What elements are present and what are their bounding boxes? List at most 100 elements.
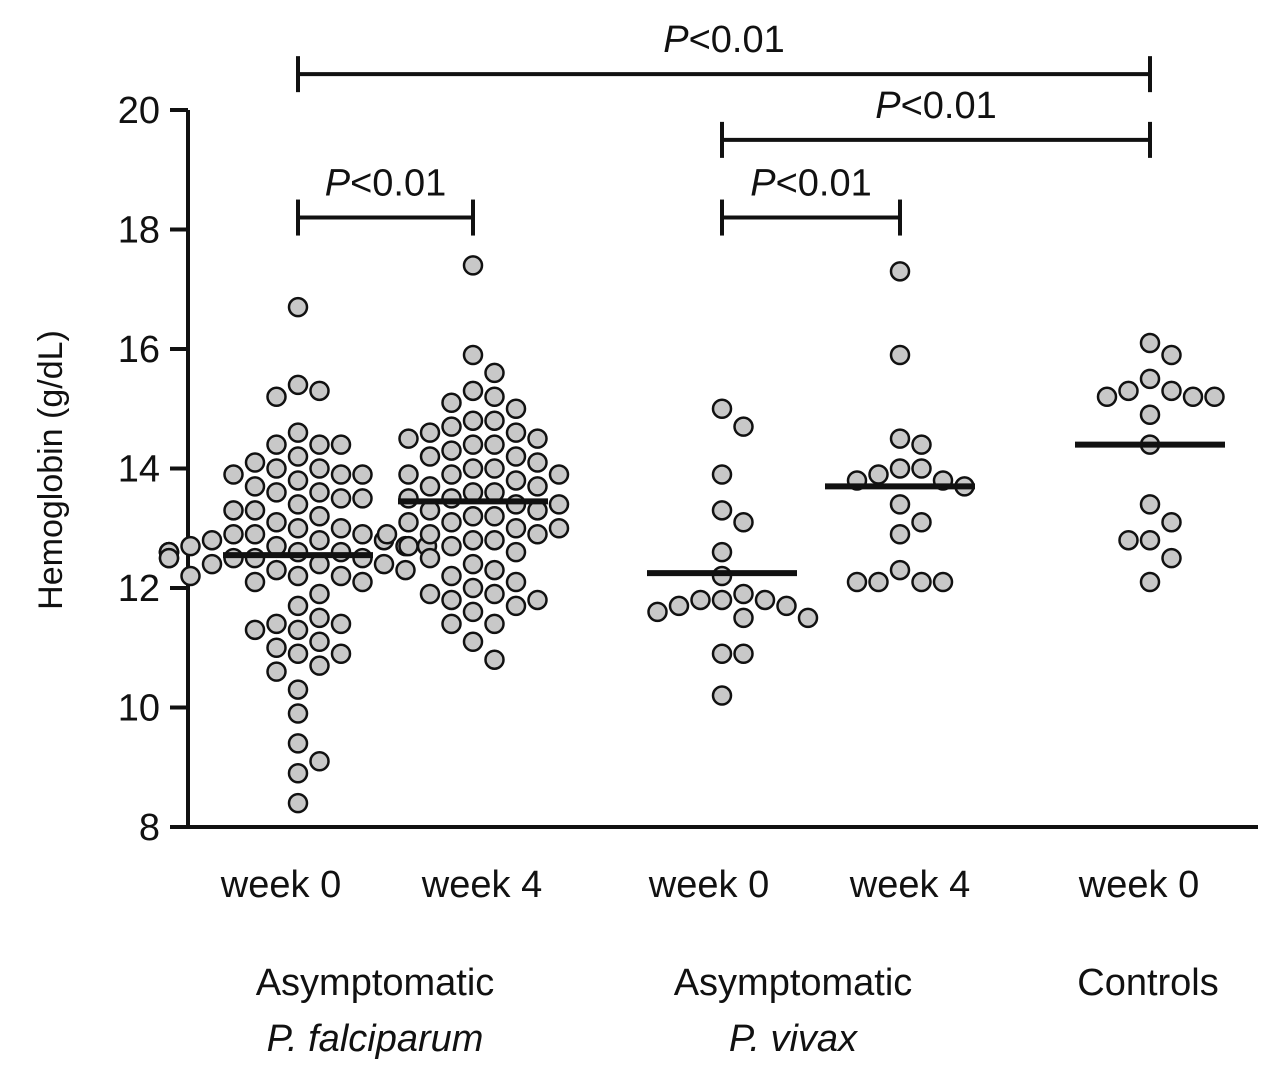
data-point (266, 637, 287, 658)
category-labels: week 0 week 4 week 0 week 4 week 0 Asymptomat… (220, 864, 1219, 1060)
data-point (309, 506, 330, 527)
data-point (441, 535, 462, 557)
data-point (352, 523, 373, 545)
data-point (484, 362, 505, 384)
data-point (419, 476, 441, 497)
data-point (287, 679, 309, 700)
data-point (180, 535, 201, 557)
data-point (398, 512, 419, 533)
data-point (395, 559, 416, 581)
data-point (505, 595, 527, 617)
data-point (244, 452, 266, 473)
data-point (309, 482, 330, 503)
data-point (911, 458, 932, 479)
data-point (352, 464, 373, 485)
data-point (398, 464, 419, 485)
data-point (419, 523, 441, 545)
data-point (287, 296, 309, 318)
data-point (309, 583, 330, 605)
data-point (373, 553, 395, 575)
data-point (484, 583, 505, 605)
data-point (797, 607, 819, 629)
data-point (462, 380, 484, 402)
group-label: Asymptomatic (256, 962, 495, 1004)
data-point (244, 571, 266, 593)
data-point (201, 553, 223, 575)
data-point (889, 261, 911, 282)
data-point (266, 482, 287, 503)
data-point (376, 523, 398, 545)
data-point (1139, 529, 1161, 551)
data-point (441, 464, 462, 485)
median-lines (223, 441, 1225, 577)
group-label: P. vivax (729, 1018, 859, 1060)
data-points (158, 255, 1225, 814)
data-point (484, 559, 505, 581)
group-label: Asymptomatic (674, 962, 913, 1004)
data-point (462, 529, 484, 551)
y-tick-label: 14 (118, 449, 160, 491)
data-point (733, 416, 754, 437)
category-label: week 0 (648, 864, 769, 906)
data-point (266, 661, 287, 682)
data-point (287, 422, 309, 443)
data-point (889, 428, 911, 449)
axes: 8 10 12 14 16 18 20 Hemoglobin (g/dL) (32, 90, 1258, 849)
data-point (527, 428, 548, 449)
data-point (287, 733, 309, 754)
data-point (419, 446, 441, 467)
data-point (889, 344, 911, 366)
data-point (201, 529, 223, 551)
data-point (287, 494, 309, 515)
data-point (647, 601, 668, 623)
data-point (733, 512, 754, 533)
data-point (287, 565, 309, 587)
p-symbol: P (750, 163, 776, 205)
data-point (180, 565, 201, 587)
data-point (868, 464, 889, 485)
data-point (398, 535, 419, 557)
data-point (309, 607, 330, 629)
data-point (462, 344, 484, 366)
data-point (287, 703, 309, 724)
data-point (287, 518, 309, 539)
data-point (484, 410, 505, 431)
data-point (287, 470, 309, 491)
p-threshold: <0.01 (901, 85, 997, 127)
p-threshold: <0.01 (350, 163, 446, 205)
y-tick-label: 20 (118, 90, 160, 132)
data-point (668, 595, 690, 617)
data-point (266, 386, 287, 408)
data-point (911, 571, 932, 593)
data-point (244, 523, 266, 545)
data-point (711, 589, 733, 611)
data-point (330, 613, 352, 635)
data-point (287, 619, 309, 641)
data-point (484, 506, 505, 527)
data-point (505, 398, 527, 419)
data-point (287, 446, 309, 467)
y-tick-label: 10 (118, 688, 160, 730)
data-point (309, 458, 330, 479)
data-point (287, 374, 309, 396)
data-point (441, 416, 462, 437)
data-point (911, 512, 932, 533)
data-point (266, 512, 287, 533)
data-point (330, 518, 352, 539)
data-point (462, 410, 484, 431)
data-point (527, 523, 548, 545)
data-point (441, 392, 462, 414)
data-point (244, 619, 266, 641)
data-point (889, 494, 911, 515)
data-point (711, 464, 733, 485)
data-point (462, 434, 484, 455)
data-point (527, 452, 548, 473)
data-point (462, 506, 484, 527)
data-point (711, 398, 733, 419)
data-point (462, 601, 484, 623)
category-label: week 0 (220, 864, 341, 906)
data-point (1204, 386, 1225, 408)
data-point (932, 571, 954, 593)
data-point (330, 464, 352, 485)
data-point (1161, 512, 1182, 533)
